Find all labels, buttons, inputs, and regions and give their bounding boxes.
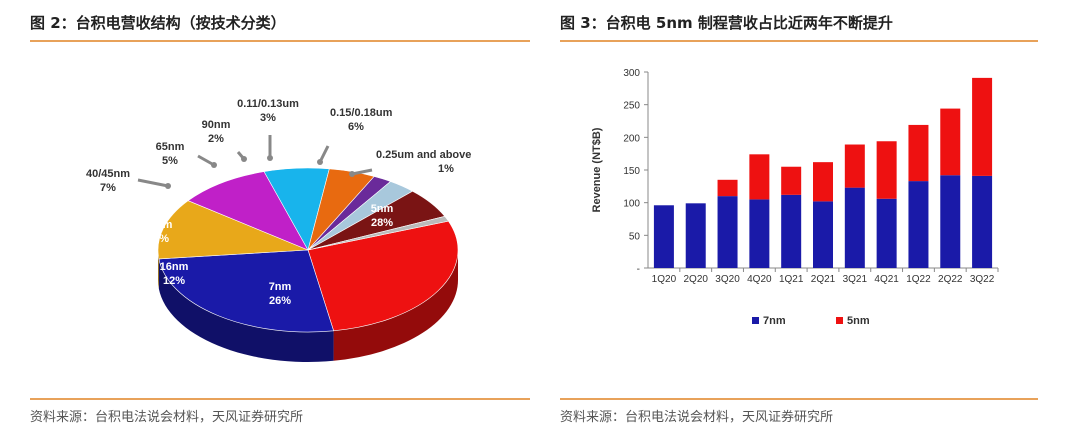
y-tick-label: 200 (623, 133, 640, 144)
pie-pct-90nm: 2% (208, 133, 224, 145)
pie-label-40-45nm: 40/45nm (86, 168, 130, 180)
leader-dot-0-15-0-18um (317, 159, 323, 165)
bar-7nm-3q20 (717, 196, 738, 268)
bar-chart: - 50 100 150 200 250 300 Revenue (NT$B) 1Q20 2Q20… (591, 68, 999, 327)
pie-slice-7nm (158, 249, 334, 333)
y-axis-label: Revenue (NT$B) (591, 127, 603, 212)
pie-label-0-15-0-18um: 0.15/0.18um (330, 107, 393, 119)
leader-dot-0-11-0-13um (267, 155, 273, 161)
x-tick-label-1q21: 1Q21 (779, 274, 804, 285)
bar-5nm-1q22 (908, 124, 929, 182)
legend-label-7nm: 7nm (763, 315, 786, 327)
bar-7nm-1q21 (781, 194, 802, 268)
pie-pct-0-11-0-13um: 3% (260, 112, 276, 124)
y-tick-label: - (637, 264, 640, 275)
pie-side-16nm (158, 250, 159, 289)
x-tick-label-1q20: 1Q20 (652, 274, 677, 285)
bar-5nm-2q21 (813, 162, 833, 202)
x-tick-label-4q21: 4Q21 (874, 274, 899, 285)
x-tick-label-2q21: 2Q21 (811, 274, 836, 285)
title-rule (560, 40, 1038, 42)
pie-side-walls (158, 250, 458, 362)
figure-2-source: 资料来源：台积电法说会材料，天风证券研究所 (30, 410, 304, 425)
x-tick-label-2q20: 2Q20 (683, 274, 708, 285)
pie-pct-7nm: 26% (269, 295, 291, 307)
source-rule (30, 398, 530, 400)
pie-pct-65nm: 5% (162, 155, 178, 167)
legend-swatch-5nm (836, 317, 843, 324)
pie-side-5nm (333, 250, 458, 361)
figure-3-source: 资料来源：台积电法说会材料，天风证券研究所 (560, 410, 834, 425)
figure-2-panel: 图 2：台积电营收结构（按技术分类） 5nm 28% 7nm 26% 16nm 12% 28… (30, 0, 530, 435)
pie-labels: 5nm 28% 7nm 26% 16nm 12% 28nm 10% 40/45nm 7% 65nm 5… (86, 98, 471, 307)
legend-swatch-7nm (752, 317, 759, 324)
figure-2-title: 图 2：台积电营收结构（按技术分类） (30, 14, 286, 32)
x-tick-label-3q21: 3Q21 (843, 274, 868, 285)
pie-top (157, 167, 459, 333)
x-tick-label-3q22: 3Q22 (970, 274, 995, 285)
pie-pct-0-15-0-18um: 6% (348, 121, 364, 133)
y-tick-label: 150 (623, 166, 640, 177)
bar-5nm-2q22 (940, 108, 961, 176)
leader-0-25um-and-above (351, 168, 373, 176)
leader-65nm (197, 154, 215, 167)
leader-dot-40-45nm (165, 183, 171, 189)
legend-label-5nm: 5nm (847, 315, 870, 327)
x-tick-label-3q20: 3Q20 (715, 274, 740, 285)
pie-pct-28nm: 10% (147, 233, 169, 245)
pie-label-0-25um-and-above: 0.25um and above (376, 149, 471, 161)
pie-slice-16nm (157, 200, 309, 260)
pie-side-7nm (158, 258, 334, 362)
leader-dot-65nm (211, 162, 217, 168)
pie-pct-5nm: 28% (371, 217, 393, 229)
pie-label-28nm: 28nm (144, 219, 173, 231)
pie-slice-0-25um-and-above (307, 216, 449, 251)
bar-7nm-3q21 (844, 187, 865, 268)
figure-3-title: 图 3：台积电 5nm 制程营收占比近两年不断提升 (560, 14, 893, 32)
bar-5nm-4q21 (876, 141, 897, 199)
leader-dot-90nm (241, 156, 247, 162)
pie-pct-0-25um-and-above: 1% (438, 163, 454, 175)
bar-7nm-2q20 (685, 203, 706, 268)
bar-7nm-2q21 (813, 201, 833, 268)
pie-label-7nm: 7nm (269, 281, 292, 293)
bar-5nm-3q21 (844, 144, 865, 188)
bar-7nm-3q22 (972, 175, 993, 268)
pie-slice-5nm (307, 220, 459, 332)
bar-5nm-3q20 (717, 179, 738, 197)
pie-label-5nm: 5nm (371, 203, 394, 215)
title-rule (30, 40, 530, 42)
bar-5nm-1q21 (781, 166, 802, 195)
pie-label-90nm: 90nm (202, 119, 231, 131)
leader-40-45nm (137, 178, 169, 188)
bar-7nm-4q20 (749, 199, 770, 268)
leader-dot-0-25um-and-above (349, 171, 355, 177)
pie-pct-16nm: 12% (163, 275, 185, 287)
bar-7nm-4q21 (876, 198, 897, 268)
legend: 7nm 5nm (752, 315, 870, 327)
bar-5nm-3q22 (972, 77, 993, 176)
y-tick-label: 300 (623, 68, 640, 79)
y-tick-label: 100 (623, 199, 640, 210)
bar-5nm-4q20 (749, 154, 770, 200)
pie-slice-28nm (187, 171, 309, 251)
pie-label-65nm: 65nm (156, 141, 185, 153)
y-tick-label: 50 (629, 231, 641, 242)
bar-7nm-2q22 (940, 175, 961, 268)
bar-7nm-1q22 (908, 181, 929, 268)
pie-label-16nm: 16nm (160, 261, 189, 273)
y-tick-label: 250 (623, 101, 640, 112)
pie-chart: 5nm 28% 7nm 26% 16nm 12% 28nm 10% 40/45nm 7% 65nm 5… (86, 98, 471, 362)
pie-pct-40-45nm: 7% (100, 182, 116, 194)
pie-label-0-11-0-13um: 0.11/0.13um (237, 98, 299, 110)
figure-3-panel: 图 3：台积电 5nm 制程营收占比近两年不断提升 - 50 100 150 200 25… (560, 0, 1038, 435)
x-tick-label-2q22: 2Q22 (938, 274, 963, 285)
source-rule (560, 398, 1038, 400)
bar-7nm-1q20 (653, 205, 674, 268)
x-tick-label-1q22: 1Q22 (906, 274, 931, 285)
x-tick-label-4q20: 4Q20 (747, 274, 772, 285)
